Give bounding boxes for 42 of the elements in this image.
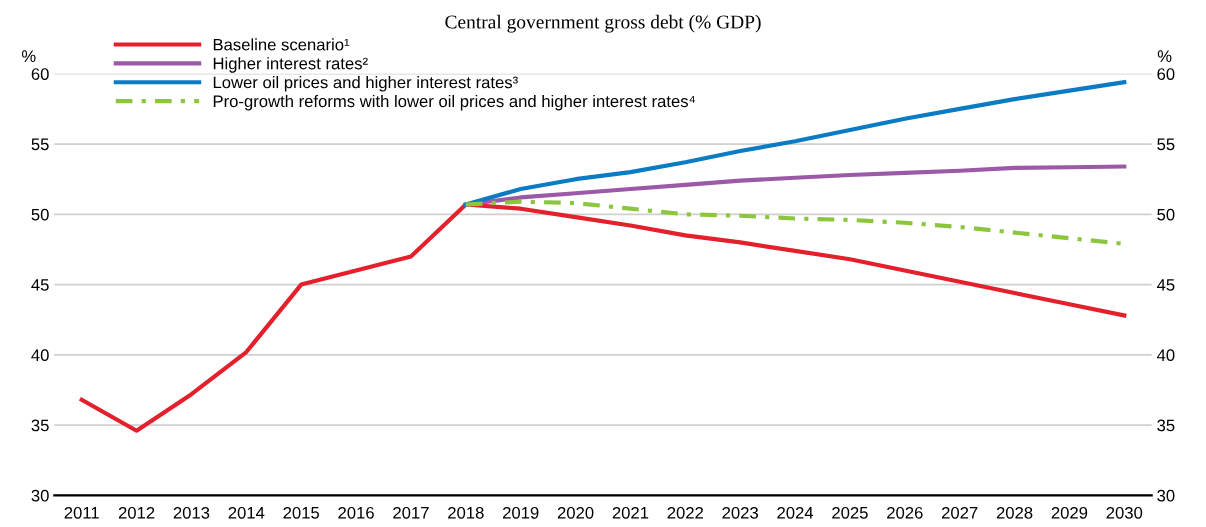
y-tick-label: 60 — [31, 68, 49, 80]
x-tick-label: 2026 — [887, 506, 923, 519]
y-axis-title: % — [21, 50, 36, 62]
x-tick-label: 2022 — [667, 506, 704, 519]
y2-axis-title: % — [1157, 50, 1172, 62]
x-tick-label: 2011 — [64, 506, 99, 519]
x-tick-label: 2023 — [722, 506, 758, 519]
x-tick-label: 2030 — [1106, 506, 1143, 519]
chart-title: Central government gross debt (% GDP) — [445, 14, 761, 33]
y2-tick-label: 55 — [1157, 138, 1175, 151]
x-tick-label: 2017 — [393, 506, 429, 519]
x-tick-label: 2027 — [941, 506, 978, 519]
x-tick-label: 2015 — [283, 506, 320, 519]
legend-label: Higher interest rates² — [213, 57, 368, 73]
x-tick-label: 2012 — [118, 506, 155, 519]
x-tick-label: 2020 — [557, 506, 594, 519]
y-tick-label: 30 — [31, 489, 49, 502]
y-tick-label: 40 — [31, 349, 49, 362]
y2-tick-label: 45 — [1156, 279, 1175, 291]
x-tick-label: 2024 — [777, 506, 814, 519]
line-series — [79, 202, 1127, 433]
y-tick-label: 55 — [31, 138, 49, 151]
x-tick-label: 2021 — [612, 506, 649, 519]
y-tick-label: 35 — [31, 419, 49, 432]
x-tick-label: 2029 — [1051, 506, 1088, 519]
y2-tick-label: 60 — [1157, 68, 1175, 80]
x-tick-label: 2016 — [338, 506, 374, 519]
y-tick-label: 50 — [31, 208, 49, 221]
legend-label: Lower oil prices and higher interest rates³ — [213, 76, 518, 92]
x-tick-label: 2018 — [448, 506, 484, 519]
legend-label: Baseline scenario¹ — [213, 38, 350, 51]
x-tick-label: 2025 — [832, 506, 868, 519]
y-tick-label: 45 — [31, 279, 49, 291]
y2-tick-label: 35 — [1157, 419, 1175, 432]
x-tick-label: 2014 — [228, 506, 265, 519]
x-tick-label: 2028 — [996, 506, 1033, 519]
y2-tick-label: 50 — [1157, 208, 1175, 221]
x-tick-label: 2019 — [502, 506, 539, 519]
y2-tick-label: 40 — [1156, 349, 1175, 362]
legend-label: Pro-growth reforms with lower oil prices and higher interest rates⁴ — [213, 94, 695, 111]
y2-tick-label: 30 — [1157, 489, 1175, 502]
x-tick-label: 2013 — [173, 506, 210, 519]
